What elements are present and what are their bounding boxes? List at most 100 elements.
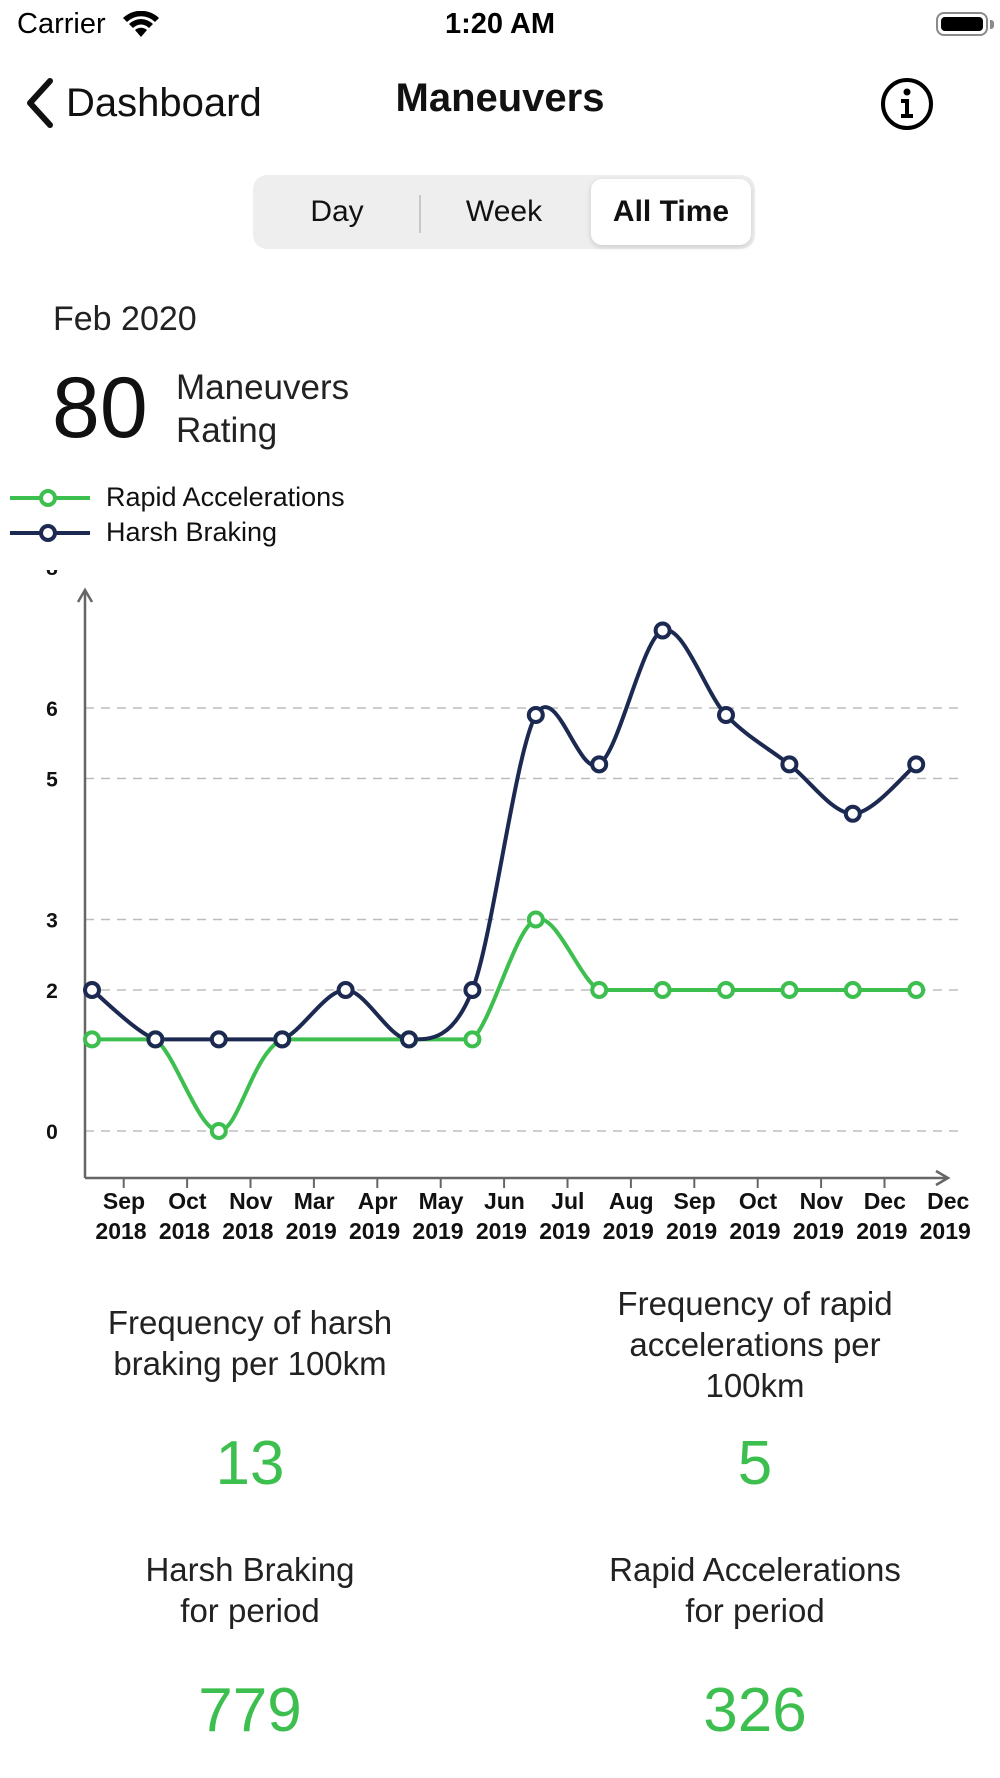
rating-caption: Maneuvers Rating <box>176 366 349 452</box>
data-point-harsh <box>653 621 672 640</box>
data-point-rapid <box>209 1122 228 1140</box>
maneuvers-line-chart: 0 2 3 5 6 8 Sep 2018 Oct 2018 Nov 2018 Mar 2019 Apr 201… <box>46 570 971 1244</box>
period-segmented-control: Day Week All Time <box>253 175 755 249</box>
y-tick-label: 3 <box>46 910 58 933</box>
x-tick-label-month: Dec <box>864 1188 906 1214</box>
x-tick-label-year: 2019 <box>539 1218 590 1244</box>
segment-week[interactable]: Week <box>465 195 543 228</box>
battery-icon <box>936 12 988 36</box>
data-point-harsh <box>843 804 862 823</box>
x-tick-label-month: Dec <box>927 1188 969 1214</box>
data-point-harsh <box>209 1030 228 1049</box>
data-point-harsh <box>400 1030 418 1049</box>
carrier-label: Carrier <box>17 8 106 40</box>
x-tick-label-month: Nov <box>800 1188 844 1214</box>
data-point-harsh <box>780 755 799 774</box>
legend-swatch-rapid <box>10 488 90 507</box>
segment-divider <box>419 195 421 233</box>
status-bar: Carrier 1:20 AM <box>0 0 1000 50</box>
chart-legend: Rapid Accelerations Harsh Braking <box>10 480 345 550</box>
x-tick-label-year: 2019 <box>793 1218 844 1244</box>
y-tick-label: 0 <box>46 1121 58 1144</box>
rapid-period-label: Rapid Accelerations for period <box>609 1551 901 1629</box>
harsh-frequency-label: Frequency of harsh braking per 100km <box>107 1304 393 1382</box>
rating-caption-line2: Rating <box>176 411 278 450</box>
legend-label-rapid: Rapid Accelerations <box>106 482 345 512</box>
x-tick-label-month: Sep <box>103 1188 145 1214</box>
x-tick-label-month: Oct <box>168 1188 207 1214</box>
back-button[interactable]: Dashboard <box>22 72 262 134</box>
data-point-rapid <box>843 981 862 999</box>
series-line-rapid <box>92 917 917 1134</box>
page-title: Maneuvers <box>395 76 605 120</box>
harsh-frequency-value: 13 <box>215 1429 285 1498</box>
x-tick-label-month: Jul <box>551 1188 584 1214</box>
data-point-rapid <box>590 981 609 999</box>
x-tick-label-year: 2019 <box>666 1218 717 1244</box>
segment-day[interactable]: Day <box>310 195 364 228</box>
x-tick-label-year: 2018 <box>159 1218 210 1244</box>
data-point-rapid <box>780 981 799 999</box>
rapid-period-stat: Rapid Accelerations for period <box>535 1549 975 1631</box>
data-point-rapid <box>717 981 735 999</box>
x-tick-label-month: Sep <box>674 1188 716 1214</box>
x-tick-label-year: 2019 <box>349 1218 400 1244</box>
x-tick-label-year: 2019 <box>603 1218 654 1244</box>
segment-all-time[interactable]: All Time <box>591 179 751 245</box>
back-label: Dashboard <box>66 80 262 125</box>
data-point-harsh <box>463 981 482 999</box>
legend-label-harsh: Harsh Braking <box>106 517 278 547</box>
data-point-rapid <box>907 981 926 999</box>
series-line-harsh <box>90 628 918 1042</box>
rapid-frequency-stat: Frequency of rapid accelerations per 100… <box>535 1283 975 1406</box>
data-point-rapid <box>83 1030 101 1049</box>
harsh-frequency-stat: Frequency of harsh braking per 100km <box>30 1302 470 1384</box>
data-point-harsh <box>336 981 355 999</box>
data-point-harsh <box>146 1030 165 1049</box>
x-tick-label-month: Jun <box>484 1188 525 1214</box>
data-point-rapid <box>463 1030 482 1049</box>
x-tick-label-year: 2018 <box>95 1218 146 1244</box>
x-axis-arrow <box>935 1169 951 1187</box>
harsh-period-value: 779 <box>198 1676 302 1745</box>
harsh-period-label: Harsh Braking for period <box>145 1551 355 1629</box>
legend-swatch-harsh <box>10 523 90 542</box>
x-tick-label-year: 2019 <box>476 1218 527 1244</box>
x-tick-label-year: 2019 <box>920 1218 971 1244</box>
data-point-rapid <box>526 910 545 929</box>
y-axis-arrow <box>76 587 94 603</box>
x-tick-label-month: May <box>419 1188 464 1214</box>
wifi-icon <box>123 11 159 37</box>
x-tick-label-year: 2019 <box>286 1218 337 1244</box>
x-tick-label-month: Nov <box>229 1188 273 1214</box>
data-point-harsh <box>590 755 609 774</box>
rating-caption-line1: Maneuvers <box>176 368 350 407</box>
battery-cap <box>990 20 994 29</box>
x-tick-label-year: 2019 <box>729 1218 780 1244</box>
chevron-left-icon <box>27 78 53 128</box>
x-tick-label-month: Oct <box>739 1188 778 1214</box>
data-point-harsh <box>907 755 926 774</box>
data-point-harsh <box>83 981 101 999</box>
rapid-period-value: 326 <box>703 1676 807 1745</box>
clock: 1:20 AM <box>444 8 556 40</box>
x-tick-label-year: 2019 <box>412 1218 463 1244</box>
x-tick-label-year: 2019 <box>856 1218 907 1244</box>
x-tick-label-month: Apr <box>358 1188 398 1214</box>
data-point-harsh <box>717 706 735 725</box>
y-tick-label: 8 <box>46 570 58 580</box>
period-label: Feb 2020 <box>53 300 197 338</box>
rating-value: 80 <box>52 360 148 456</box>
x-tick-label-year: 2018 <box>222 1218 273 1244</box>
rapid-frequency-label: Frequency of rapid accelerations per 100… <box>617 1285 893 1404</box>
legend-item-harsh: Harsh Braking <box>10 515 345 550</box>
y-tick-label: 2 <box>46 980 58 1003</box>
harsh-period-stat: Harsh Braking for period <box>30 1549 470 1631</box>
rapid-frequency-value: 5 <box>737 1429 773 1498</box>
x-tick-label-month: Aug <box>609 1188 654 1214</box>
y-tick-label: 5 <box>46 769 58 792</box>
info-icon[interactable] <box>880 77 934 131</box>
legend-item-rapid: Rapid Accelerations <box>10 480 345 515</box>
data-point-harsh <box>273 1030 292 1049</box>
y-tick-label: 6 <box>46 698 58 721</box>
